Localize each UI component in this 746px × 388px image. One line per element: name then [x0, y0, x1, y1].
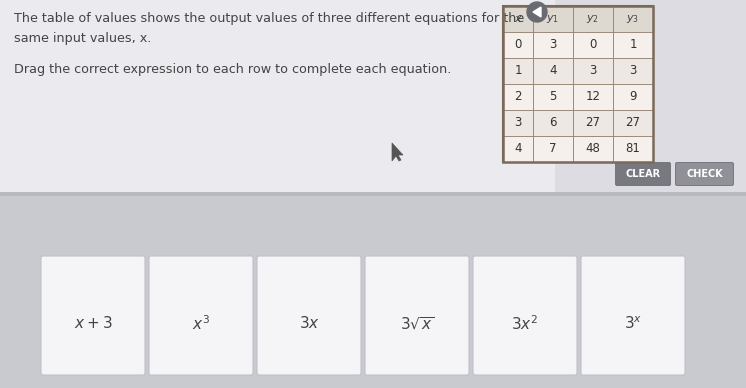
Text: 27: 27	[586, 116, 601, 130]
FancyBboxPatch shape	[149, 256, 253, 375]
Text: The table of values shows the output values of three different equations for the: The table of values shows the output val…	[14, 12, 524, 45]
Polygon shape	[392, 143, 403, 161]
Bar	[0, 0, 746, 193]
Bar	[503, 6, 653, 162]
Text: 27: 27	[625, 116, 641, 130]
Text: $y_2$: $y_2$	[586, 13, 600, 25]
Text: 3: 3	[549, 38, 557, 52]
Text: CHECK: CHECK	[686, 169, 723, 179]
Bar	[503, 6, 653, 32]
Polygon shape	[533, 7, 541, 17]
Text: 4: 4	[549, 64, 557, 78]
Bar	[555, 0, 746, 192]
Bar	[503, 84, 653, 110]
Text: $x$: $x$	[513, 14, 522, 24]
Text: 12: 12	[586, 90, 601, 104]
Text: 7: 7	[549, 142, 557, 156]
Text: 3: 3	[589, 64, 597, 78]
FancyBboxPatch shape	[473, 256, 577, 375]
FancyBboxPatch shape	[675, 163, 733, 185]
Text: 5: 5	[549, 90, 557, 104]
FancyBboxPatch shape	[581, 256, 685, 375]
Text: $3x$: $3x$	[298, 315, 319, 331]
Text: $x+3$: $x+3$	[74, 315, 113, 331]
Bar	[0, 0, 555, 192]
Text: $3x^2$: $3x^2$	[512, 314, 539, 333]
Text: 2: 2	[514, 90, 521, 104]
FancyBboxPatch shape	[41, 256, 145, 375]
Text: $y_1$: $y_1$	[547, 13, 560, 25]
FancyBboxPatch shape	[365, 256, 469, 375]
Text: $3\sqrt{x}$: $3\sqrt{x}$	[400, 315, 434, 332]
Text: Drag the correct expression to each row to complete each equation.: Drag the correct expression to each row …	[14, 63, 451, 76]
Text: 1: 1	[514, 64, 521, 78]
Text: $x^3$: $x^3$	[192, 314, 210, 333]
Text: $3^x$: $3^x$	[624, 315, 642, 332]
Text: 3: 3	[630, 64, 636, 78]
Circle shape	[527, 2, 547, 22]
Bar	[0, 188, 746, 388]
Bar	[503, 58, 653, 84]
Text: $y_3$: $y_3$	[627, 13, 639, 25]
Text: 81: 81	[626, 142, 640, 156]
Text: 0: 0	[589, 38, 597, 52]
Text: 1: 1	[629, 38, 637, 52]
FancyBboxPatch shape	[257, 256, 361, 375]
Text: 6: 6	[549, 116, 557, 130]
Bar	[503, 136, 653, 162]
Text: 48: 48	[586, 142, 601, 156]
Text: 4: 4	[514, 142, 521, 156]
Bar	[503, 110, 653, 136]
FancyBboxPatch shape	[615, 163, 671, 185]
Bar	[0, 190, 746, 196]
Text: CLEAR: CLEAR	[625, 169, 660, 179]
Text: 3: 3	[514, 116, 521, 130]
Bar	[503, 6, 653, 162]
Bar	[503, 32, 653, 58]
Text: 0: 0	[514, 38, 521, 52]
Text: 9: 9	[629, 90, 637, 104]
